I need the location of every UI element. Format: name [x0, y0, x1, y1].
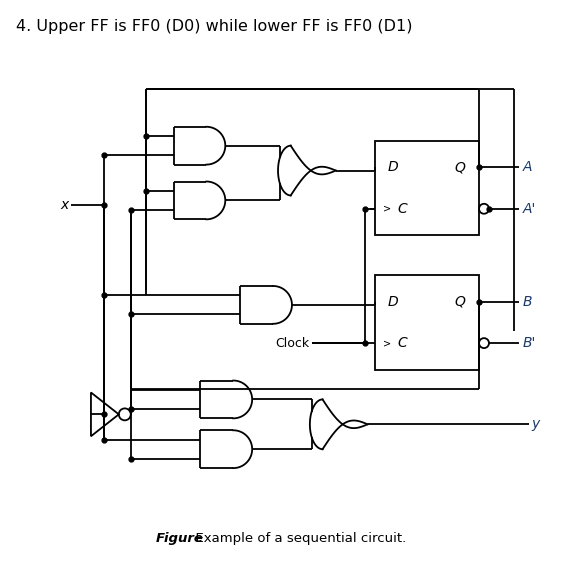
Text: >: > — [383, 338, 391, 348]
Text: C: C — [397, 336, 408, 350]
Text: 4. Upper FF is FF0 (D0) while lower FF is FF0 (D1): 4. Upper FF is FF0 (D0) while lower FF i… — [16, 19, 413, 34]
Bar — [375, 275, 479, 370]
Text: Figure: Figure — [156, 532, 204, 545]
Text: y: y — [532, 417, 540, 431]
Text: >: > — [383, 204, 391, 214]
Text: Q: Q — [455, 160, 466, 174]
Text: D: D — [388, 160, 398, 174]
Text: Example of a sequential circuit.: Example of a sequential circuit. — [187, 532, 407, 545]
Text: Q: Q — [455, 295, 466, 308]
Text: A: A — [523, 160, 532, 174]
Text: B: B — [523, 295, 532, 308]
Text: B': B' — [523, 336, 536, 350]
Text: Clock: Clock — [276, 337, 310, 349]
Text: A': A' — [523, 202, 536, 216]
Bar — [375, 141, 479, 235]
Text: x: x — [61, 199, 69, 212]
Text: C: C — [397, 202, 408, 216]
Text: D: D — [388, 295, 398, 308]
